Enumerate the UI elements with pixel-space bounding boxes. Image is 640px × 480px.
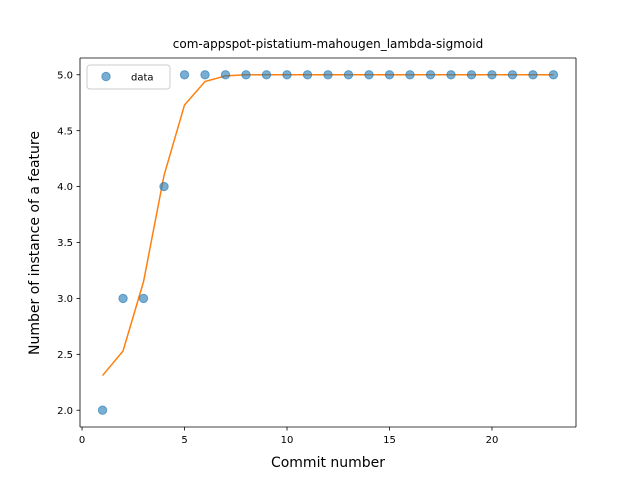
y-axis-label: Number of instance of a feature <box>27 131 43 355</box>
data-point <box>384 70 395 80</box>
data-point <box>405 70 415 80</box>
data-point <box>323 70 333 80</box>
legend-marker <box>101 71 111 82</box>
data-point <box>282 70 292 80</box>
y-tick-label: 5.0 <box>57 70 73 81</box>
data-point <box>179 70 190 80</box>
x-tick-label: 0 <box>79 435 85 446</box>
x-tick-label: 10 <box>281 435 294 446</box>
y-tick-label: 3.0 <box>57 294 73 305</box>
y-tick-label: 2.0 <box>57 406 73 417</box>
plot-area <box>80 58 576 427</box>
data-point <box>507 70 518 80</box>
legend: data <box>86 64 171 90</box>
x-tick-label: 15 <box>383 435 396 446</box>
x-tick-label: 20 <box>486 435 499 446</box>
data-point <box>343 70 354 80</box>
data-point <box>487 70 497 80</box>
data-point <box>364 70 374 80</box>
axes: 0 5 10 15 20 2.0 2.5 3.0 3.5 4.0 4.5 5.0 <box>57 57 577 446</box>
legend-label: data <box>131 73 154 84</box>
x-axis-label: Commit number <box>271 455 385 471</box>
chart-title: com-appspot-pistatium-mahougen_lambda-si… <box>173 37 483 51</box>
data-point <box>241 70 251 80</box>
y-tick-label: 3.5 <box>57 238 73 249</box>
plot-background <box>80 58 576 427</box>
data-point <box>446 70 456 80</box>
x-tick-label: 5 <box>181 435 187 446</box>
data-point <box>548 70 559 80</box>
data-point <box>425 70 436 80</box>
y-tick-label: 4.5 <box>57 126 73 137</box>
y-tick-label: 2.5 <box>57 350 73 361</box>
legend-box <box>86 64 171 90</box>
data-point <box>97 405 108 415</box>
data-point <box>159 181 169 192</box>
y-tick-label: 4.0 <box>57 182 73 193</box>
data-point <box>200 70 210 80</box>
data-point <box>261 70 272 80</box>
data-point <box>138 293 149 304</box>
data-point <box>466 70 477 80</box>
data-point <box>302 70 313 80</box>
data-point <box>118 293 128 304</box>
data-point <box>528 70 538 80</box>
data-point <box>220 70 231 80</box>
